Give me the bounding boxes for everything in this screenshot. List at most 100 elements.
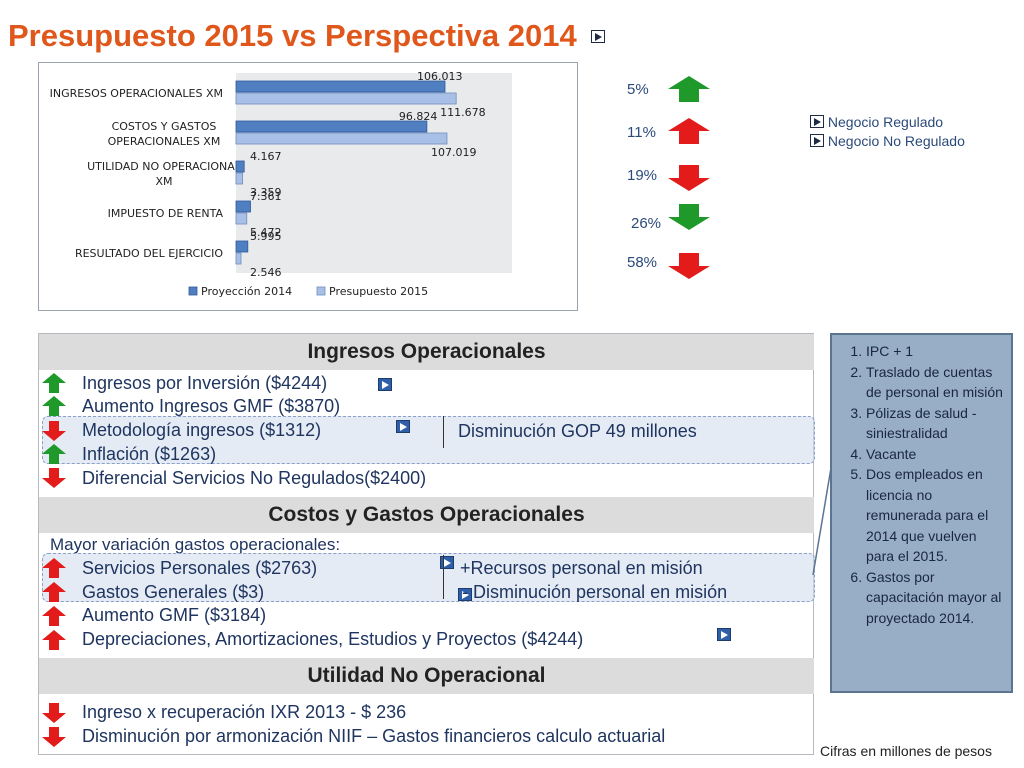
play-icon[interactable] [378,378,392,391]
ingresos-item-4: Inflación ($1263) [82,444,217,464]
data-label: 106.013 [417,70,463,83]
costos-item-1: Servicios Personales ($2763) [82,558,318,578]
data-label: 4.167 [250,150,282,163]
costos-note-2: - Disminución personal en misión [462,582,728,602]
note-item: Gastos por capacitación mayor al proyect… [866,567,1005,629]
down-arrow-green-icon [668,204,710,230]
bar-proyeccion-2014 [235,80,446,93]
play-icon [810,134,824,147]
costos-note-1: +Recursos personal en misión [460,558,703,578]
data-label: 96.824 [399,110,438,123]
costos-item-3: Aumento GMF ($3184) [82,605,267,625]
bar-proyeccion-2014 [235,200,251,213]
connector-line [812,461,833,576]
category-label: RESULTADO DEL EJERCICIO [75,247,223,260]
bar-presupuesto-2015 [235,252,242,265]
play-icon[interactable] [716,628,731,641]
legend-swatch [316,286,326,296]
costos-intro: Mayor variación gastos operacionales: [50,535,341,554]
utilidad-item-2: Disminución por armonización NIIF – Gast… [82,726,666,746]
data-label: 2.546 [250,266,282,279]
costos-highlight-box [42,553,815,602]
bar-proyeccion-2014 [235,240,249,253]
variation-label-2: 11% [627,124,656,141]
ingresos-note: Disminución GOP 49 millones [458,421,697,441]
costos-header: Costos y Gastos Operacionales [39,497,814,533]
title-play-icon[interactable] [591,30,606,43]
category-label: XM [155,175,172,188]
down-arrow-red-icon [42,703,66,723]
title-text: Presupuesto 2015 vs Perspectiva 2014 [8,18,577,53]
legend-label: Presupuesto 2015 [329,285,428,298]
bar-presupuesto-2015 [235,212,248,225]
note-item: Vacante [866,444,1005,465]
ingresos-item-3: Metodología ingresos ($1312) [82,420,322,440]
down-arrow-red-icon [42,421,66,441]
ingresos-item-5: Diferencial Servicios No Regulados($2400… [82,468,427,488]
notes-panel: IPC + 1 Traslado de cuentas de personal … [830,333,1013,693]
category-label: OPERACIONALES XM [108,135,221,148]
data-label: 5.995 [250,230,282,243]
legend-label: Proyección 2014 [201,285,292,298]
up-arrow-red-icon [42,558,66,578]
variation-label-5: 58% [627,254,658,271]
costos-bracket [443,555,444,599]
down-arrow-red-icon [668,165,710,191]
bar-proyeccion-2014 [235,160,245,173]
up-arrow-green-icon [42,396,66,416]
bar-presupuesto-2015 [235,132,448,145]
costos-item-2: Gastos Generales ($3) [82,582,265,602]
play-icon[interactable] [458,588,473,601]
ingresos-bracket [443,416,444,448]
play-icon[interactable] [439,556,454,569]
note-item: Dos empleados en licencia no remunerada … [866,464,1005,567]
data-label: 7.361 [250,190,282,203]
note-item: Pólizas de salud - siniestralidad [866,403,1005,444]
legend-non-regulated-label: Negocio No Regulado [827,133,965,149]
play-icon [810,115,824,128]
footer-note: Cifras en millones de pesos [820,743,992,759]
plot-area [236,73,512,273]
utilidad-item-1: Ingreso x recuperación IXR 2013 - $ 236 [82,702,407,722]
note-item: Traslado de cuentas de personal en misió… [866,362,1005,403]
variation-label-4: 26% [631,215,662,232]
page-title: Presupuesto 2015 vs Perspectiva 2014 [8,18,606,54]
up-arrow-red-icon [668,118,710,144]
variation-label-1: 5% [627,81,649,98]
bar-presupuesto-2015 [235,92,457,105]
bar-chart: INGRESOS OPERACIONALES XM 106.013 111.678 C… [38,62,578,311]
up-arrow-green-icon [42,444,66,464]
ingresos-header: Ingresos Operacionales [39,334,814,370]
up-arrow-red-icon [42,630,66,650]
play-icon[interactable] [396,420,411,433]
down-arrow-red-icon [668,253,710,279]
legend-non-regulated[interactable]: Negocio No Regulado [810,133,965,149]
bar-presupuesto-2015 [235,172,244,185]
down-arrow-red-icon [42,468,66,488]
legend-regulated-label: Negocio Regulado [827,114,944,130]
data-label: 107.019 [431,146,477,159]
data-label: 5.472 [250,226,282,239]
variation-label-3: 19% [627,167,658,184]
utilidad-header: Utilidad No Operacional [39,658,814,694]
data-label: 3.359 [250,186,282,199]
up-arrow-red-icon [42,582,66,602]
category-label: IMPUESTO DE RENTA [108,207,224,220]
down-arrow-red-icon [42,727,66,747]
up-arrow-red-icon [42,606,66,626]
note-item: IPC + 1 [866,341,1005,362]
legend-regulated[interactable]: Negocio Regulado [810,114,943,130]
costos-item-4: Depreciaciones, Amortizaciones, Estudios… [82,629,584,649]
category-label: COSTOS Y GASTOS [112,120,217,133]
data-label: 111.678 [440,106,486,119]
ingresos-item-2: Aumento Ingresos GMF ($3870) [82,396,341,416]
ingresos-highlight-box [42,416,815,464]
bar-chart-svg: INGRESOS OPERACIONALES XM 106.013 111.678 C… [50,70,512,298]
legend-swatch [188,286,198,296]
ingresos-item-1: Ingresos por Inversión ($4244) [82,373,328,393]
category-label: INGRESOS OPERACIONALES XM [50,87,223,100]
bar-proyeccion-2014 [235,120,428,133]
category-label: UTILIDAD NO OPERACIONAL [87,160,242,173]
up-arrow-green-icon [42,373,66,393]
notes-list: IPC + 1 Traslado de cuentas de personal … [832,335,1011,628]
